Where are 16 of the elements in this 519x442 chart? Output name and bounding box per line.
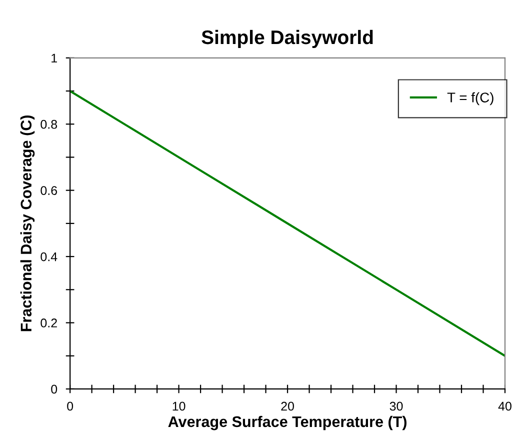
x-tick-label: 40 [498, 402, 512, 411]
x-tick-label: 20 [281, 402, 294, 411]
x-tick-label: 10 [172, 402, 186, 411]
chart-title: Simple Daisyworld [202, 30, 373, 48]
y-tick-label: 0 [51, 384, 58, 394]
x-tick-label: 30 [390, 402, 403, 411]
y-tick-label: 1 [52, 54, 57, 62]
x-tick-label: 0 [67, 402, 74, 411]
y-tick-label: 0.4 [40, 252, 58, 262]
y-tick-label: 0.2 [40, 318, 57, 328]
y-axis-title: Fractional Daisy Coverage (C) [20, 116, 35, 332]
y-tick-label: 0.6 [40, 186, 58, 195]
x-axis-title: Average Surface Temperature (T) [168, 416, 406, 430]
line-series [70, 90, 505, 357]
y-tick-label: 0.8 [40, 120, 58, 129]
legend-label: T = f(C) [447, 92, 494, 106]
